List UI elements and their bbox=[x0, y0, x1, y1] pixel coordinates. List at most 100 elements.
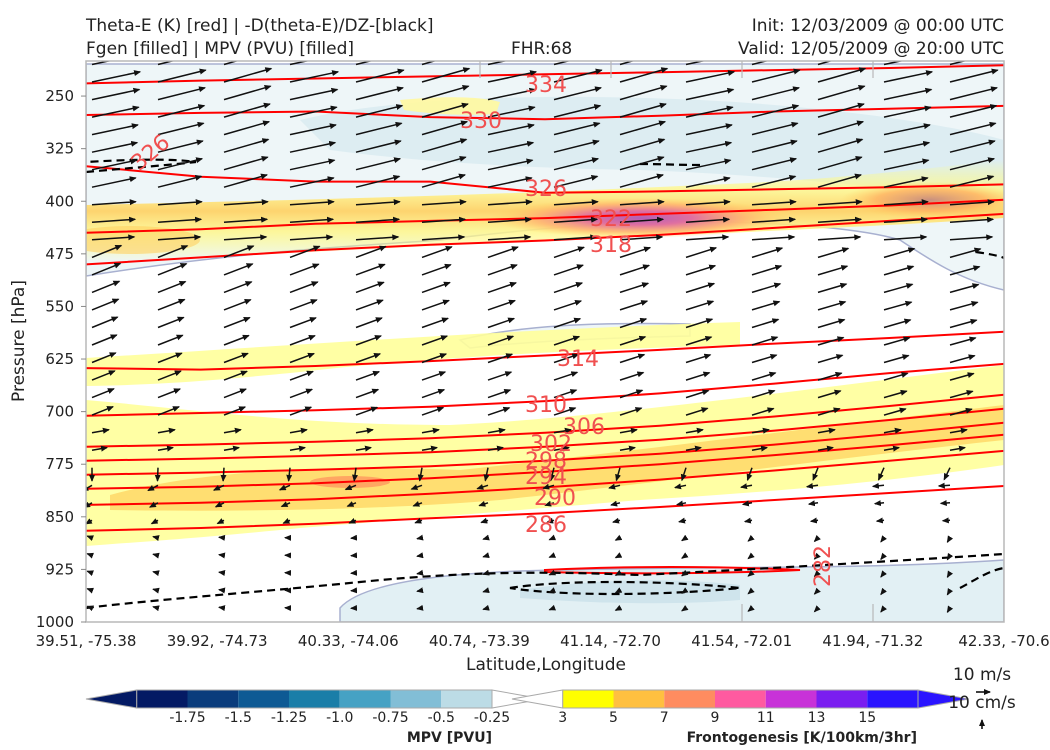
wind-vector bbox=[949, 174, 995, 188]
wind-vector bbox=[157, 61, 176, 66]
wind-vector bbox=[289, 123, 337, 136]
wind-vector bbox=[685, 318, 714, 329]
wind-vector bbox=[553, 389, 578, 399]
wind-vector bbox=[880, 570, 887, 578]
fgen-core-upper bbox=[490, 198, 790, 238]
mpv-region-upper-core bbox=[300, 96, 1004, 200]
wind-vector bbox=[741, 500, 753, 507]
wind-vector bbox=[487, 335, 515, 346]
colorbar-tick-label: -0.25 bbox=[474, 710, 510, 726]
wind-vector bbox=[218, 587, 226, 594]
wind-vector bbox=[883, 318, 912, 329]
wind-vector bbox=[553, 174, 599, 188]
wind-vector bbox=[751, 300, 781, 311]
wind-vector bbox=[680, 467, 687, 482]
wind-vector bbox=[747, 605, 755, 612]
wind-vector bbox=[355, 445, 372, 452]
wind-vector bbox=[751, 353, 778, 364]
wind-vector bbox=[421, 67, 471, 83]
wind-vector bbox=[421, 199, 467, 206]
wind-vector bbox=[421, 155, 467, 171]
wind-vector bbox=[421, 234, 466, 241]
wind-vector bbox=[751, 199, 797, 206]
wind-vector bbox=[619, 389, 644, 399]
wind-vector bbox=[619, 102, 667, 118]
wind-vector bbox=[553, 139, 600, 153]
wind-vector bbox=[91, 352, 117, 364]
wind-vector bbox=[344, 484, 357, 491]
wind-vector bbox=[685, 158, 732, 171]
colorbar-segment bbox=[664, 690, 715, 708]
wind-vector bbox=[751, 282, 782, 294]
wind-vector bbox=[817, 138, 864, 153]
wind-vector bbox=[747, 587, 755, 595]
colorbar-tick-label: -1.5 bbox=[225, 710, 252, 726]
wind-vector bbox=[355, 427, 374, 434]
wind-vector bbox=[416, 534, 424, 541]
wind-vector bbox=[482, 587, 490, 594]
wind-vector bbox=[619, 61, 635, 66]
wind-vector bbox=[223, 120, 271, 136]
wind-vector bbox=[487, 176, 533, 188]
wind-vector bbox=[352, 467, 358, 482]
wind-vector bbox=[487, 353, 514, 364]
wind-vector bbox=[223, 298, 252, 311]
mpv-region-lower-core bbox=[520, 580, 740, 604]
wind-vector bbox=[546, 517, 555, 524]
wind-vector bbox=[476, 484, 489, 490]
wind-vector bbox=[216, 518, 225, 525]
wind-vector bbox=[817, 234, 862, 241]
wind-vector bbox=[614, 569, 623, 576]
wind-vector bbox=[747, 534, 755, 542]
y-axis-ticks: 250 325 400 475 550 625 700 775 850 925 1000 bbox=[36, 87, 86, 631]
wind-vector bbox=[157, 406, 180, 416]
wind-vector bbox=[751, 336, 779, 346]
wind-vector bbox=[685, 123, 733, 136]
wind-vector bbox=[946, 552, 954, 561]
wind-vector bbox=[610, 500, 621, 507]
wind-vector bbox=[681, 569, 689, 577]
theta-e-contour-322 bbox=[86, 198, 1004, 234]
wind-vector bbox=[681, 534, 689, 542]
wind-vector bbox=[91, 140, 139, 153]
wind-vector bbox=[282, 518, 291, 524]
theta-e-label-294: 294 bbox=[525, 465, 567, 490]
wind-vector bbox=[817, 265, 849, 276]
wind-vector bbox=[421, 445, 438, 452]
wind-vector bbox=[157, 316, 185, 329]
colorbar-segment bbox=[289, 690, 340, 708]
wind-vector bbox=[880, 552, 887, 561]
dthetae-contour-surface bbox=[86, 552, 1004, 610]
wind-vector bbox=[346, 501, 357, 507]
wind-vector bbox=[86, 570, 94, 577]
wind-vector bbox=[685, 407, 709, 416]
y-tick-label: 625 bbox=[45, 350, 74, 368]
wind-vector bbox=[421, 406, 445, 416]
wind-vector bbox=[483, 467, 490, 482]
wind-vector bbox=[880, 605, 887, 613]
wind-vector bbox=[817, 173, 862, 188]
wind-vector bbox=[883, 336, 911, 346]
theta-e-contours bbox=[86, 64, 1004, 532]
wind-vector bbox=[681, 587, 689, 594]
wind-vector bbox=[883, 407, 907, 416]
colorbar-tick-label: 11 bbox=[757, 710, 775, 726]
wind-vector bbox=[883, 216, 929, 224]
wind-vector bbox=[751, 216, 797, 224]
wind-vector bbox=[685, 300, 715, 311]
vector-ref-vertical-label: 10 cm/s bbox=[948, 693, 1016, 713]
wind-vector bbox=[289, 388, 314, 399]
x-tick-label: 39.92, -74.73 bbox=[167, 632, 268, 650]
wind-vector bbox=[289, 263, 320, 276]
wind-vector bbox=[751, 61, 770, 66]
vector-ref-horizontal-label: 10 m/s bbox=[953, 665, 1011, 685]
wind-vector bbox=[553, 216, 599, 224]
wind-vector bbox=[619, 67, 669, 83]
wind-vector bbox=[949, 301, 979, 311]
wind-vector bbox=[883, 70, 934, 83]
wind-vector bbox=[685, 264, 717, 276]
wind-vector bbox=[223, 245, 255, 259]
wind-vector bbox=[223, 370, 248, 381]
dthetae-contour-closed bbox=[509, 580, 741, 596]
wind-vector bbox=[289, 61, 311, 66]
